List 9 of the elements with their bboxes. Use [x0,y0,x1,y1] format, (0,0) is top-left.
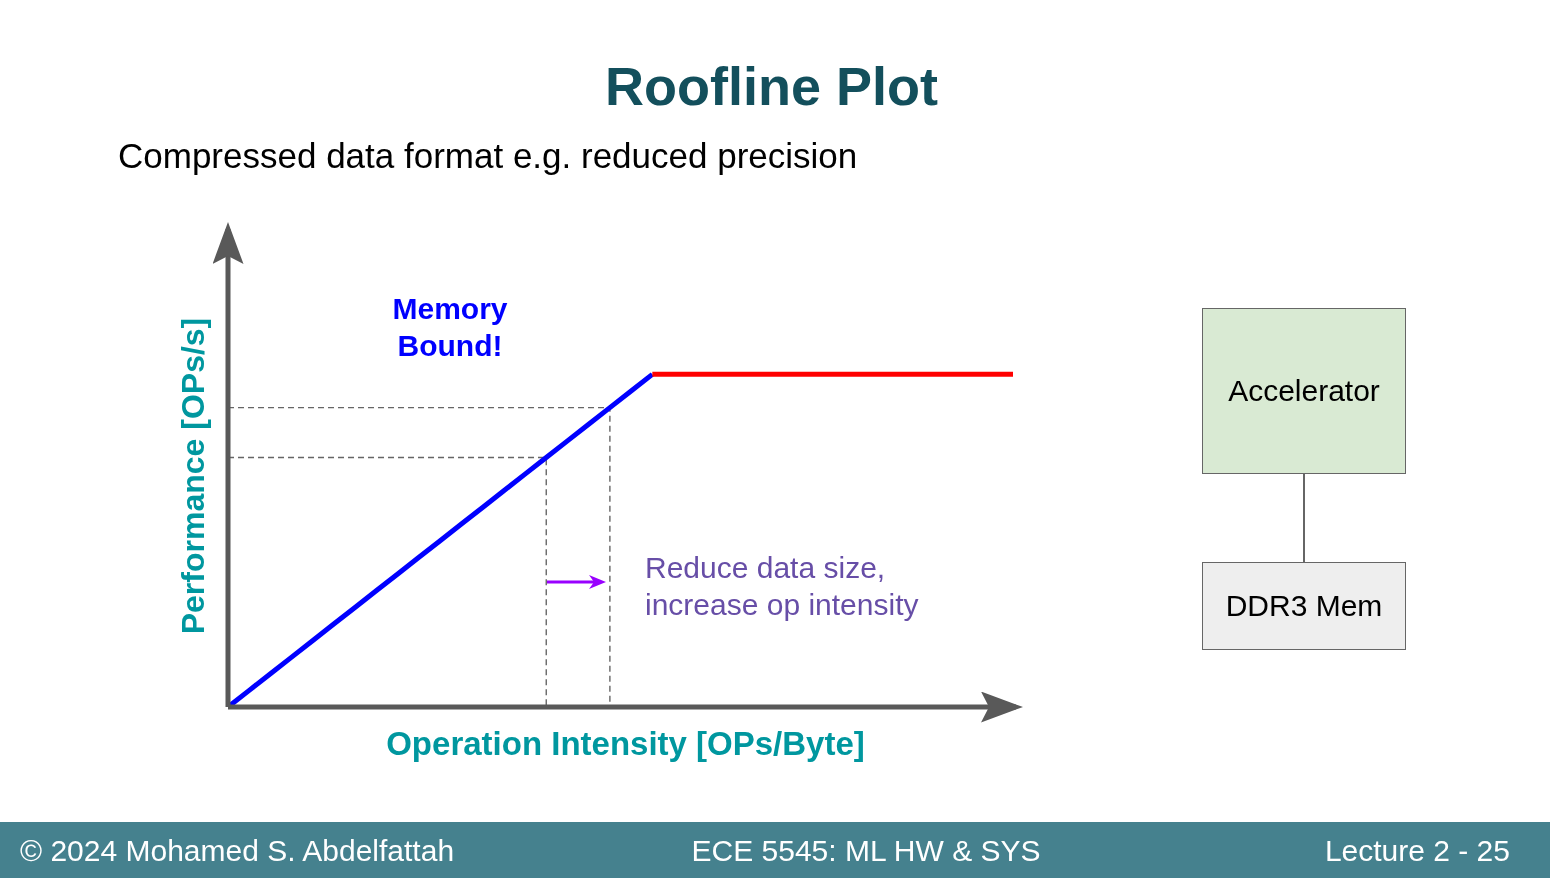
annotation: Reduce data size, increase op intensity [645,551,919,621]
x-axis-title: Operation Intensity [OPs/Byte] [386,725,865,762]
text: Memory Bound! [392,292,508,362]
diagram-box: DDR3 Mem [1202,562,1406,650]
chart-subtitle: Compressed data format e.g. reduced precision [118,136,858,175]
chart-title: Roofline Plot [605,56,938,116]
diagram-box: Accelerator [1202,308,1406,474]
y-axis-title: Performance [OPs/s] [175,317,211,635]
footer-bar: © 2024 Mohamed S. Abdelfattah ECE 5545: ML HW & SYS Lecture 2 - 25 [0,822,1550,878]
